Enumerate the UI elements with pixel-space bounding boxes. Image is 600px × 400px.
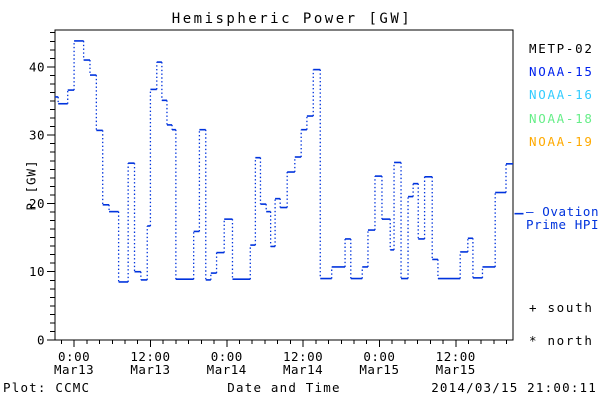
legend-item-noaa-16: NOAA-16 (529, 87, 594, 102)
legend-ovation-line1: — Ovation (526, 204, 600, 219)
x-tick-label-date: Mar13 (54, 362, 94, 377)
legend-south-marker: + south (529, 300, 594, 315)
legend-north-marker: * north (529, 333, 594, 348)
x-tick-label-date: Mar14 (207, 362, 247, 377)
x-tick-label-time: 12:00 (436, 349, 476, 364)
x-axis-label: Date and Time (227, 380, 341, 395)
footer-plot-source: Plot: CCMC (3, 380, 91, 395)
legend-item-noaa-19: NOAA-19 (529, 134, 594, 149)
y-tick-label: 40 (29, 59, 45, 74)
legend-ovation-line2: Prime HPI (526, 216, 600, 232)
x-tick-label-time: 0:00 (363, 349, 395, 364)
footer-timestamp: 2014/03/15 21:00:11 (431, 380, 597, 395)
legend-item-noaa-18: NOAA-18 (529, 111, 594, 126)
x-tick-label-time: 0:00 (58, 349, 90, 364)
x-tick-label-date: Mar13 (130, 362, 170, 377)
legend-ovation-prime-hpi: — Ovation Prime HPI (526, 204, 600, 232)
plot-border (54, 29, 514, 341)
y-tick-label: 30 (29, 128, 45, 143)
chart-title: Hemispheric Power [GW] (171, 11, 413, 27)
legend-item-metp-02: METP-02 (529, 41, 594, 56)
x-tick-label-date: Mar14 (283, 362, 323, 377)
x-tick-label-time: 12:00 (130, 349, 170, 364)
y-tick-label: 0 (37, 333, 45, 348)
x-tick-label-date: Mar15 (436, 362, 476, 377)
y-tick-label: 10 (29, 264, 45, 279)
y-axis-label: P [GW] (23, 159, 39, 211)
x-tick-label-time: 0:00 (211, 349, 243, 364)
x-tick-label-time: 12:00 (283, 349, 323, 364)
legend-item-noaa-15: NOAA-15 (529, 64, 594, 79)
y-tick-label: 20 (29, 196, 45, 211)
x-tick-label-date: Mar15 (359, 362, 399, 377)
